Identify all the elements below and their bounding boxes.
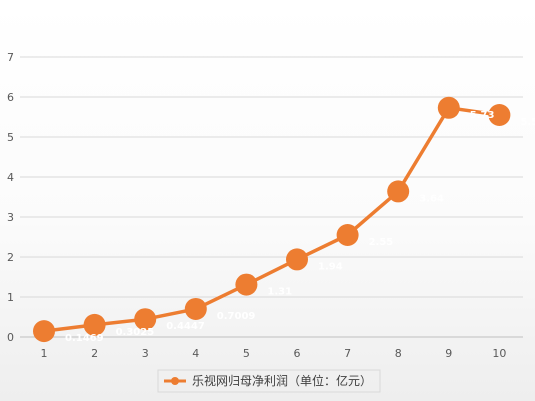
x-tick-label: 3	[142, 347, 149, 360]
x-tick-label: 6	[294, 347, 301, 360]
data-label: 0.4447	[166, 321, 205, 332]
data-point	[387, 180, 410, 203]
data-point	[83, 313, 106, 336]
data-point	[184, 297, 207, 320]
gridlines	[20, 56, 523, 338]
y-tick-label: 2	[7, 251, 14, 264]
data-label: 5.73	[470, 110, 495, 121]
y-tick-label: 1	[7, 291, 14, 304]
y-tick-label: 0	[7, 331, 14, 344]
data-point	[235, 273, 258, 296]
x-tick-label: 1	[41, 347, 48, 360]
data-label: 3.64	[419, 193, 444, 204]
y-tick-label: 5	[7, 131, 14, 144]
data-label: 5.55	[520, 117, 535, 128]
x-tick-label: 5	[243, 347, 250, 360]
legend-box	[157, 369, 381, 393]
series-path	[43, 106, 500, 333]
data-label: 1.31	[267, 287, 292, 298]
x-tick-label: 8	[395, 347, 402, 360]
x-axis: 1 2 3 4 5 6 7 8 9 10	[41, 347, 507, 360]
data-label: 0.3025	[116, 327, 155, 338]
data-label: 0.1469	[65, 333, 104, 344]
y-tick-label: 4	[7, 171, 14, 184]
data-point	[336, 224, 359, 246]
y-tick-label: 7	[7, 51, 14, 64]
data-point	[488, 104, 511, 126]
y-tick-label: 6	[7, 91, 14, 104]
series-line	[33, 96, 511, 343]
data-label: 1.94	[318, 261, 343, 272]
data-point	[286, 248, 308, 271]
data-label: 0.7009	[217, 311, 256, 322]
legend: 乐视网归母净利润（单位：亿元）	[157, 369, 381, 393]
data-point	[437, 96, 460, 119]
x-tick-label: 7	[344, 347, 351, 360]
data-point	[33, 320, 55, 343]
x-tick-label: 2	[91, 347, 98, 360]
x-tick-label: 9	[445, 347, 452, 360]
y-axis: 0 1 2 3 4 5 6 7	[7, 51, 14, 344]
x-tick-label: 10	[492, 347, 506, 360]
data-point	[134, 308, 157, 331]
legend-label: 乐视网归母净利润（单位：亿元）	[192, 373, 372, 388]
data-labels: 0.1469 0.3025 0.4447 0.7009 1.31 1.94 2.55 3.64…	[65, 110, 535, 344]
y-tick-label: 3	[7, 211, 14, 224]
data-label: 2.55	[369, 237, 394, 248]
legend-point-marker	[171, 377, 179, 385]
x-tick-label: 4	[192, 347, 199, 360]
